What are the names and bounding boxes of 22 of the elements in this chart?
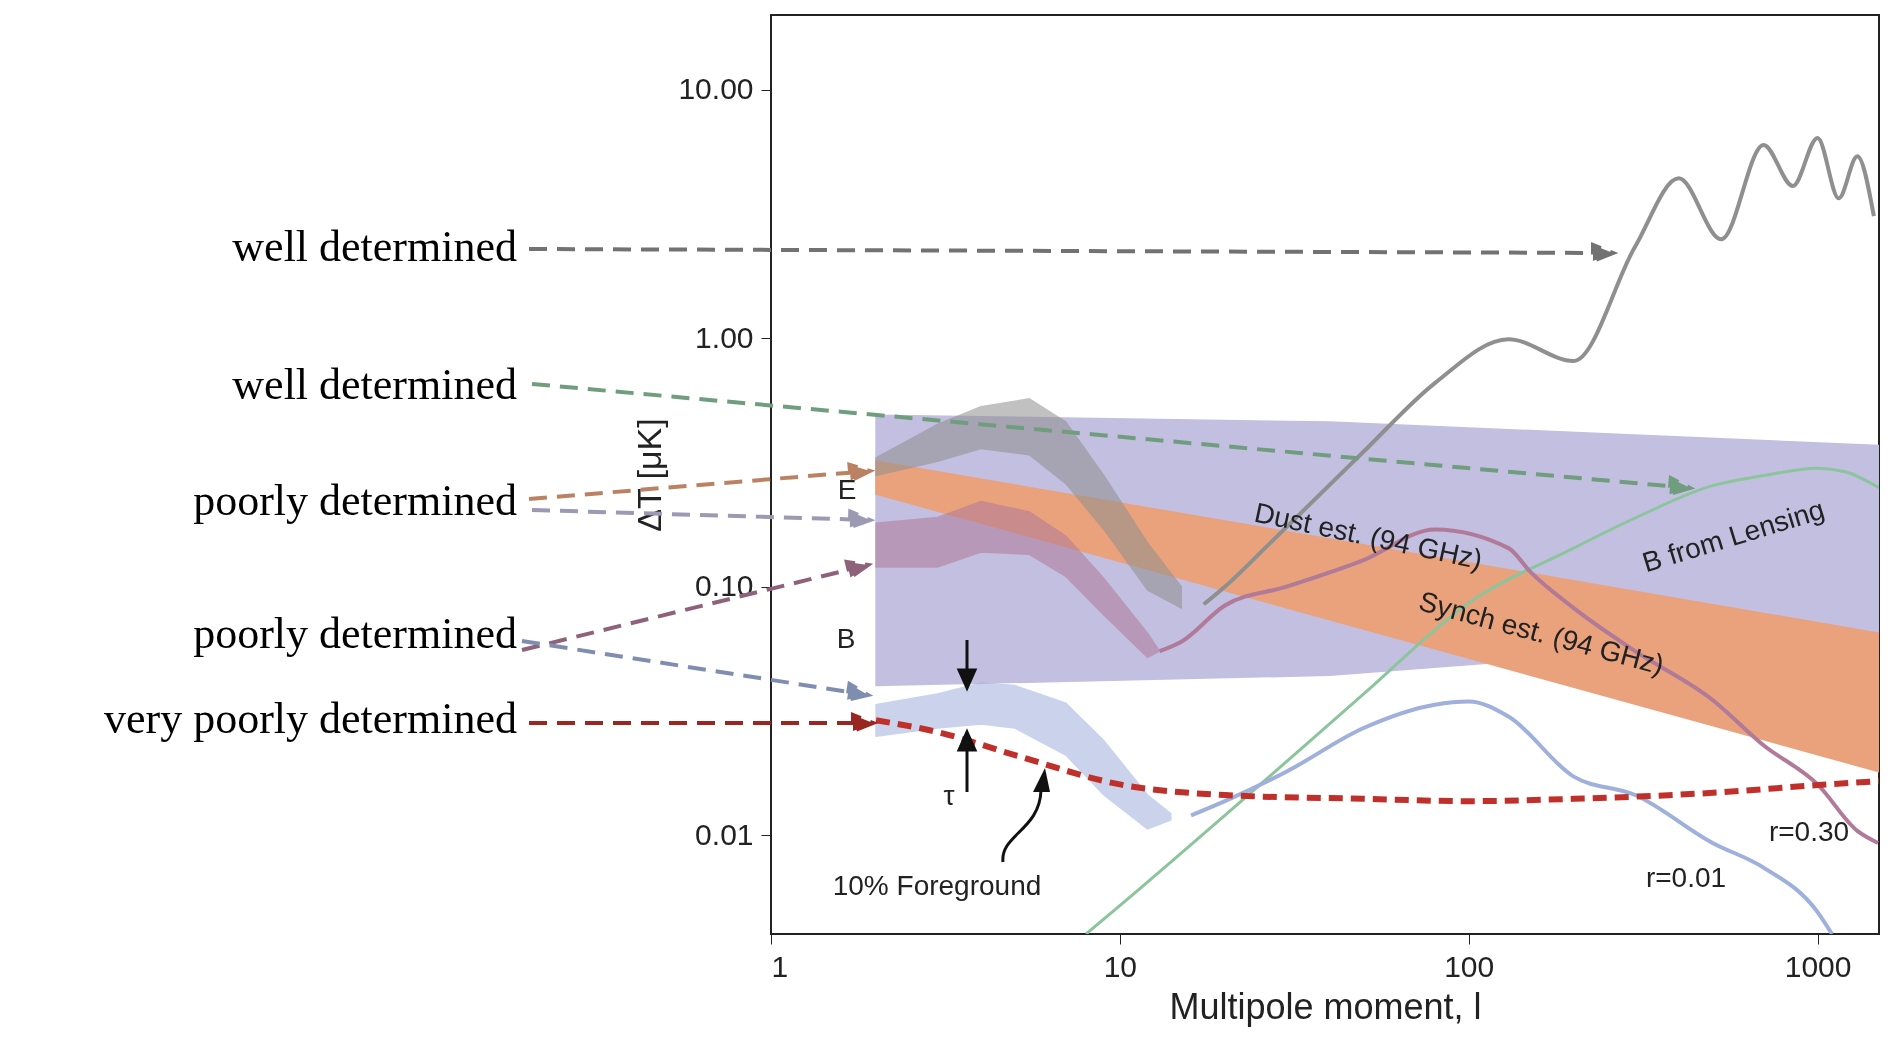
y-tick-label: 1.00 — [695, 320, 754, 354]
annotation: Dust est. (94 GHz) — [1251, 496, 1486, 576]
series-label: r=0.01 — [1645, 862, 1727, 894]
annotation: τ — [943, 780, 955, 812]
text: 10% Foreground — [832, 870, 1042, 902]
y-tick-label: 0.01 — [695, 817, 754, 851]
series-label: r=0.30 — [1768, 816, 1850, 848]
text: well determined — [232, 222, 517, 272]
x-tick-label: 1 — [771, 949, 789, 983]
x-tick-label: 1000 — [1784, 949, 1852, 983]
text: poorly determined — [193, 476, 517, 526]
x-axis-title: Multipole moment, l — [1169, 985, 1482, 1027]
text: B from Lensing — [1638, 493, 1828, 579]
annotation: E — [837, 474, 857, 506]
annotation: B — [836, 623, 856, 655]
annotation: Synch est. (94 GHz) — [1415, 585, 1668, 681]
text: very poorly determined — [104, 694, 517, 744]
x-tick-label: 100 — [1444, 949, 1495, 983]
x-tick-label: 10 — [1103, 949, 1138, 983]
text: poorly determined — [193, 609, 517, 659]
text: well determined — [232, 360, 517, 410]
y-tick-label: 10.00 — [678, 72, 754, 106]
